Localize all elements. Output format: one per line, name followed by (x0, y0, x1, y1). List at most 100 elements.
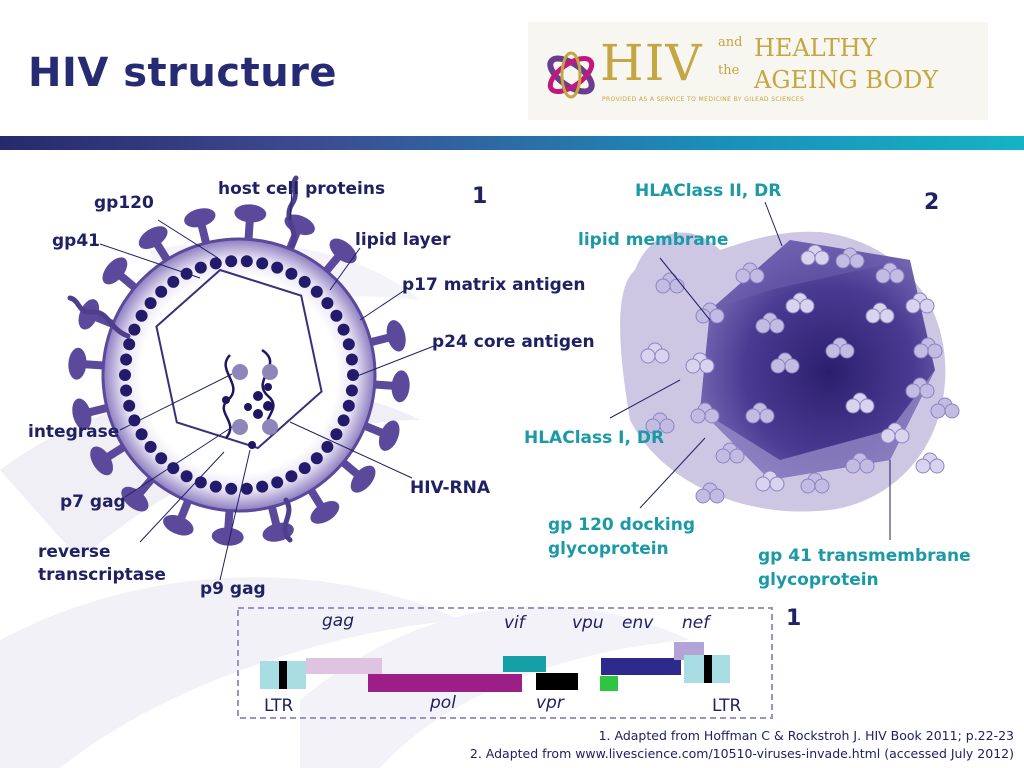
glycoprotein-spike (90, 441, 130, 476)
reverse-transcriptase (262, 419, 278, 435)
p7-nucleocapsid (222, 383, 273, 449)
envelope-knob (755, 470, 785, 492)
label-gp41-transmembrane: gp 41 transmembrane (758, 546, 971, 566)
gene-label-env: env (622, 613, 654, 633)
envelope-knob (800, 244, 830, 266)
envelope-knob (930, 397, 960, 419)
label-hla-class-ii: HLAClass II, DR (635, 181, 782, 201)
glycoprotein-spike (305, 484, 340, 524)
gene-label-vpr: vpr (536, 693, 564, 713)
envelope-knob (655, 272, 685, 294)
hiv-genome-map (237, 607, 773, 719)
diagram2-number: 2 (924, 190, 940, 215)
envelope-knob (825, 337, 855, 359)
footnote-2: 2. Adapted from www.livescience.com/1051… (469, 746, 1014, 761)
envelope-knob (880, 422, 910, 444)
label-p9-gag: p9 gag (200, 579, 266, 599)
slide-title: HIV structure (28, 50, 338, 96)
logo-and: and (718, 35, 743, 50)
glycoprotein-spike (72, 398, 112, 430)
label-p17-matrix-antigen: p17 matrix antigen (402, 275, 586, 295)
label-ltr-right: LTR (712, 696, 742, 716)
host-cell-protein-loops (67, 175, 299, 543)
label-lipid-layer: lipid layer (355, 230, 451, 250)
gene-vpu (600, 676, 618, 691)
envelope-knob (835, 247, 865, 269)
gene-env (601, 658, 681, 675)
glycoprotein-spike (138, 226, 173, 266)
gene-vif (503, 656, 546, 672)
logo-tagline: PROVIDED AS A SERVICE TO MEDICINE BY GIL… (602, 96, 805, 103)
gene-label-pol: pol (430, 693, 456, 713)
label-host-cell-proteins: host cell proteins (218, 179, 386, 199)
glycoprotein-spike (184, 208, 216, 248)
envelope-knob (695, 482, 725, 504)
logo-hiv: HIV (600, 34, 703, 92)
envelope-knob (915, 452, 945, 474)
genome-number: 1 (786, 606, 802, 631)
logo-the: the (718, 63, 740, 78)
envelope-knob (645, 412, 675, 434)
envelope-knob (755, 312, 785, 334)
glycoprotein-spike (68, 347, 108, 380)
envelope-knob (845, 452, 875, 474)
label-p24-core-antigen: p24 core antigen (432, 332, 595, 352)
label-hla-class-i: HLAClass I, DR (524, 428, 665, 448)
glycoprotein-spike (370, 370, 410, 403)
p24-capsid (155, 268, 323, 450)
genome-border (237, 607, 773, 719)
label-ltr-left: LTR (264, 696, 294, 716)
envelope-knob (845, 392, 875, 414)
ltr-right-marker (704, 655, 712, 683)
label-hiv-rna: HIV-RNA (410, 478, 491, 498)
envelope-knob (800, 472, 830, 494)
integrase-protein (232, 364, 248, 380)
footnote-1: 1. Adapted from Hoffman C & Rockstroh J.… (598, 728, 1014, 743)
label-gp120-glycoprotein: glycoprotein (548, 539, 669, 559)
glycoprotein-spike (163, 495, 194, 536)
envelope-knob (865, 302, 895, 324)
glycoprotein-spike (320, 238, 357, 277)
header-gradient-band (0, 136, 1024, 150)
envelope-knob (770, 352, 800, 374)
glycoprotein-spike (234, 204, 267, 244)
spike-group (68, 204, 410, 546)
envelope-knob (690, 402, 720, 424)
envelope-knob (785, 292, 815, 314)
reverse-transcriptase (232, 419, 248, 435)
label-transcriptase: transcriptase (38, 565, 166, 585)
gene-label-gag: gag (322, 611, 354, 631)
label-lipid-membrane: lipid membrane (578, 230, 729, 250)
p17-matrix-ring (119, 255, 359, 495)
envelope-knob (640, 342, 670, 364)
label-gp120: gp120 (94, 193, 154, 213)
envelope-knob (745, 402, 775, 424)
envelope-knob (913, 337, 943, 359)
core-shadow (700, 370, 935, 480)
label-p7-gag: p7 gag (60, 492, 126, 512)
glycoprotein-spike (366, 320, 406, 352)
envelope-knob (905, 292, 935, 314)
envelope-knob (905, 377, 935, 399)
diagram1-number: 1 (472, 184, 488, 209)
label-gp120-docking: gp 120 docking (548, 515, 695, 535)
gene-label-nef: nef (682, 613, 710, 633)
hiv-healthy-ageing-logo: HIV and the HEALTHY AGEING BODY PROVIDED… (528, 22, 988, 120)
glycoprotein-knobs (640, 244, 960, 504)
label-gp41-glycoprotein: glycoprotein (758, 570, 879, 590)
gene-pol (368, 674, 522, 692)
gene-vpr (536, 673, 578, 690)
ltr-left-marker (279, 661, 287, 689)
logo-emblem-icon (547, 51, 595, 99)
label-gp41: gp41 (52, 231, 100, 251)
virion-3d-illustration (609, 201, 960, 540)
envelope-knob (695, 302, 725, 324)
envelope-knob (875, 262, 905, 284)
label-reverse: reverse (38, 542, 111, 562)
gene-gag (306, 658, 382, 674)
envelope-knob (735, 262, 765, 284)
logo-healthy: HEALTHY (754, 34, 877, 62)
envelope-knob (685, 352, 715, 374)
glycoprotein-spike (359, 420, 400, 451)
